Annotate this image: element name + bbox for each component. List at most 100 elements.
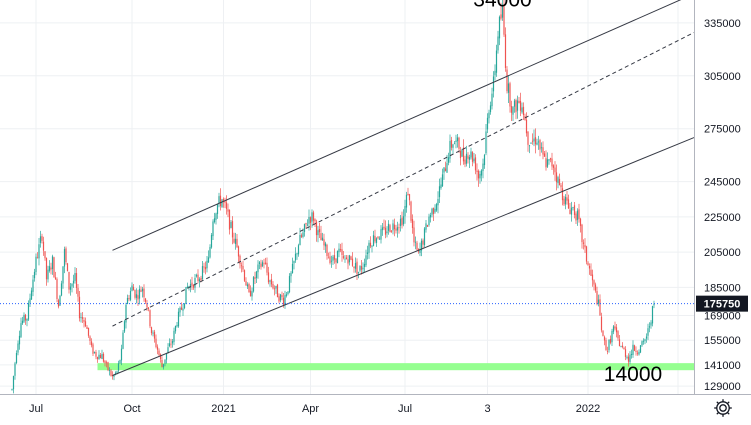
candle bbox=[494, 64, 496, 81]
candle-body bbox=[39, 236, 42, 243]
candle bbox=[437, 191, 439, 214]
candle bbox=[528, 144, 531, 154]
candle bbox=[236, 233, 238, 248]
candle-body bbox=[398, 227, 400, 229]
candle bbox=[620, 345, 622, 348]
candle-body bbox=[30, 290, 33, 300]
settings-button[interactable] bbox=[711, 396, 735, 420]
candle bbox=[636, 350, 639, 356]
candle bbox=[629, 351, 631, 365]
candle-body bbox=[11, 389, 13, 390]
candle-body bbox=[291, 263, 294, 273]
candle bbox=[108, 367, 111, 376]
candle bbox=[93, 351, 96, 354]
candle bbox=[588, 263, 591, 275]
candle bbox=[554, 161, 556, 181]
candle-body bbox=[350, 256, 352, 260]
candle-body bbox=[441, 174, 444, 187]
candle bbox=[275, 285, 277, 294]
candle bbox=[231, 216, 234, 245]
candle bbox=[387, 220, 390, 235]
candle bbox=[584, 238, 586, 254]
candle-body bbox=[389, 225, 391, 233]
candle-body bbox=[63, 249, 66, 267]
candle-body bbox=[455, 140, 457, 143]
candle-body bbox=[410, 201, 412, 221]
candle bbox=[285, 291, 288, 298]
candle-body bbox=[305, 222, 307, 225]
candle bbox=[54, 271, 57, 281]
candle-body bbox=[615, 327, 618, 333]
candle-body bbox=[233, 238, 235, 243]
trend-lines[interactable] bbox=[112, 0, 695, 376]
candle bbox=[362, 262, 364, 274]
candle-body bbox=[423, 228, 426, 246]
candle bbox=[428, 213, 430, 227]
candle bbox=[333, 248, 336, 264]
candle-body bbox=[422, 240, 424, 245]
candle bbox=[203, 262, 205, 273]
candle-body bbox=[516, 100, 519, 111]
candle-body bbox=[386, 231, 388, 234]
candle bbox=[563, 195, 565, 207]
candle bbox=[260, 259, 262, 270]
candle-body bbox=[141, 288, 144, 292]
candle-body bbox=[420, 240, 423, 251]
candle-body bbox=[585, 246, 588, 262]
candle bbox=[396, 221, 399, 238]
candle-body bbox=[225, 202, 228, 209]
candle-body bbox=[48, 266, 51, 271]
candle-body bbox=[75, 273, 78, 288]
candle bbox=[20, 317, 22, 338]
candle bbox=[624, 346, 627, 361]
candle-body bbox=[459, 150, 462, 159]
candle bbox=[434, 204, 436, 214]
candle bbox=[345, 254, 348, 260]
candle bbox=[467, 152, 469, 164]
candle-body bbox=[66, 263, 69, 272]
last-price-tag: 175750 bbox=[696, 295, 748, 312]
candle-body bbox=[537, 141, 540, 143]
candle bbox=[153, 329, 156, 343]
candle-body bbox=[429, 215, 432, 218]
candle-body bbox=[323, 239, 325, 246]
candle-body bbox=[293, 260, 295, 264]
candle-body bbox=[603, 336, 606, 341]
candle-body bbox=[188, 286, 190, 288]
candle-body bbox=[57, 300, 60, 307]
candle bbox=[446, 154, 448, 173]
candle-body bbox=[284, 295, 286, 306]
candle bbox=[513, 98, 516, 113]
candle bbox=[81, 311, 84, 323]
candle bbox=[539, 138, 541, 157]
candle bbox=[117, 360, 120, 374]
candle bbox=[228, 209, 231, 235]
candle-body bbox=[140, 290, 142, 292]
candle-body bbox=[530, 142, 532, 144]
candle-body bbox=[576, 210, 579, 220]
candle bbox=[198, 277, 201, 288]
trend-line-channel-middle[interactable] bbox=[112, 32, 695, 327]
candle-body bbox=[80, 317, 82, 318]
candle-body bbox=[467, 155, 469, 159]
candle-body bbox=[438, 186, 441, 198]
candle bbox=[485, 124, 487, 156]
candle-body bbox=[152, 332, 154, 334]
candle bbox=[599, 294, 601, 316]
candle-body bbox=[534, 137, 537, 145]
candle-body bbox=[452, 144, 454, 148]
trend-line-channel-lower[interactable] bbox=[112, 137, 695, 376]
candle bbox=[287, 291, 289, 296]
candle bbox=[233, 232, 235, 244]
x-tick-label: Jul bbox=[29, 403, 43, 415]
candle bbox=[242, 260, 244, 272]
candle-body bbox=[281, 295, 283, 298]
candle-body bbox=[378, 238, 381, 240]
candle-body bbox=[246, 284, 249, 287]
candle bbox=[75, 267, 78, 294]
candle bbox=[465, 145, 468, 167]
candle bbox=[512, 105, 514, 122]
trend-line-channel-upper[interactable] bbox=[112, 0, 695, 251]
